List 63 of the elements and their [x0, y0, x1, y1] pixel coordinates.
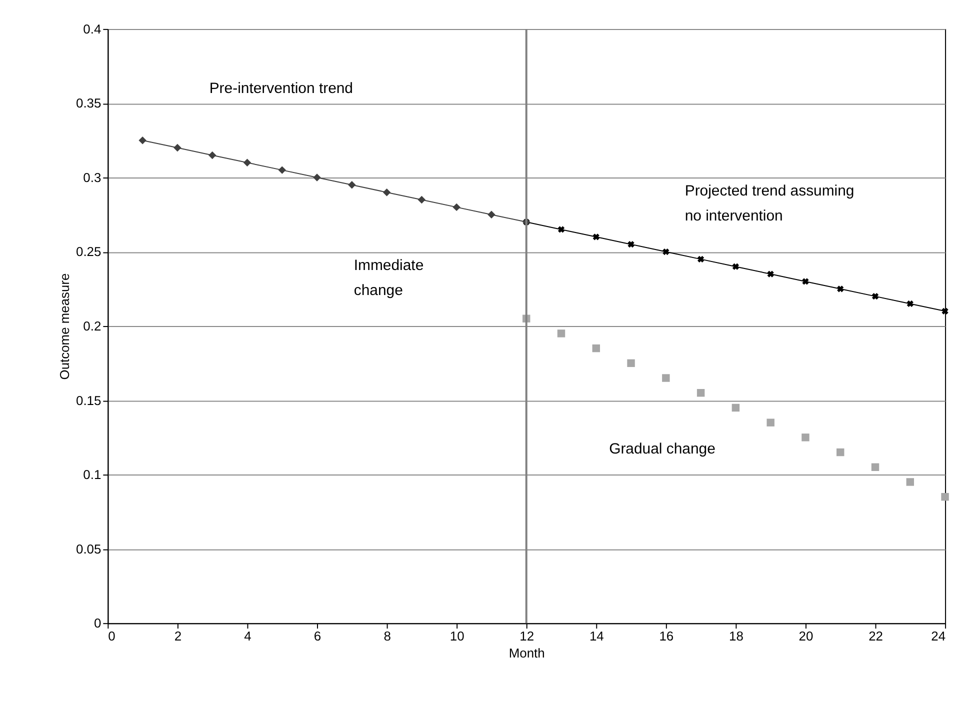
point [837, 286, 844, 292]
x-tick-label: 16 [659, 628, 674, 644]
x-tick-label: 10 [450, 628, 464, 644]
point [592, 234, 600, 240]
point [174, 144, 182, 152]
y-tick-label: 0.3 [83, 170, 102, 185]
y-tick-label: 0.15 [76, 392, 102, 408]
point [802, 434, 810, 442]
point [313, 174, 321, 182]
point [662, 374, 670, 382]
annotation: Immediate change [354, 257, 424, 300]
y-tick-label: 0.4 [83, 21, 102, 36]
annotation: Gradual change [609, 440, 716, 458]
y-tick-label: 0.25 [76, 244, 102, 260]
point [906, 478, 914, 486]
point [278, 166, 286, 174]
annotation: Pre-intervention trend [209, 80, 353, 97]
x-tick-label: 6 [314, 628, 322, 644]
x-axis-title: Month [508, 645, 545, 660]
point [941, 492, 949, 501]
point [243, 158, 252, 166]
point [872, 293, 879, 300]
point [942, 308, 948, 314]
x-tick-label: 24 [931, 628, 946, 644]
y-tick-label: 0.1 [83, 467, 102, 482]
point [767, 270, 774, 278]
y-tick-label: 0.35 [76, 96, 102, 111]
x-tick-label: 22 [868, 628, 883, 644]
point [802, 278, 809, 285]
point [558, 226, 565, 233]
x-tick-label: 2 [174, 628, 182, 644]
point [628, 241, 634, 248]
point [488, 210, 496, 218]
point [662, 248, 670, 256]
point [627, 359, 635, 368]
point [766, 418, 774, 426]
x-tick-label: 18 [728, 628, 744, 644]
y-axis-title: Outcome measure [56, 273, 72, 380]
point [871, 463, 880, 471]
point [348, 181, 356, 189]
point [138, 136, 146, 144]
annotation: Projected trend assuming no intervention [684, 182, 854, 224]
point [906, 300, 914, 308]
point [452, 203, 460, 212]
point [592, 344, 600, 352]
x-tick-label: 20 [798, 628, 814, 644]
point [382, 188, 391, 196]
point [208, 151, 216, 160]
x-tick-label: 8 [384, 628, 391, 644]
point [418, 196, 426, 204]
point [696, 389, 705, 397]
x-tick-label: 0 [108, 628, 116, 644]
y-tick-label: 0.2 [83, 318, 102, 334]
x-tick-label: 12 [520, 628, 534, 644]
point [836, 448, 844, 456]
y-tick-label: 0.05 [76, 541, 102, 556]
point [732, 404, 740, 412]
point [697, 256, 704, 262]
x-tick-label: 14 [589, 628, 604, 644]
y-tick-label: 0 [94, 616, 102, 631]
x-tick-label: 4 [244, 628, 252, 644]
point [557, 330, 566, 338]
point [732, 263, 740, 270]
